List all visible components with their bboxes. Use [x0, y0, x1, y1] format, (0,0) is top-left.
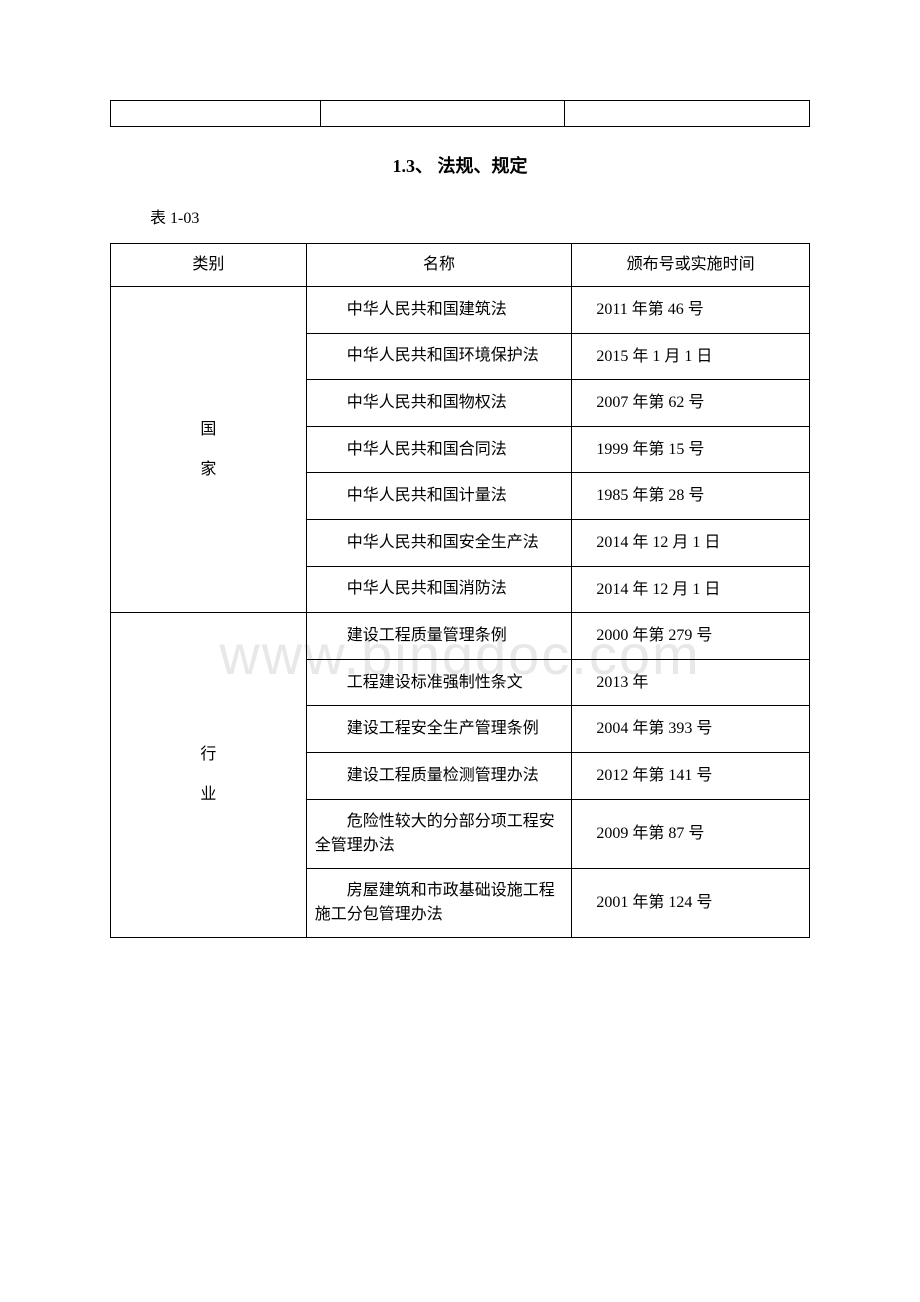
date-cell: 2004 年第 393 号 — [572, 706, 810, 753]
section-title: 1.3、 法规、规定 — [110, 152, 810, 181]
name-cell: 建设工程安全生产管理条例 — [306, 706, 572, 753]
date-cell: 2007 年第 62 号 — [572, 380, 810, 427]
name-cell: 中华人民共和国物权法 — [306, 380, 572, 427]
date-cell: 1985 年第 28 号 — [572, 473, 810, 520]
date-cell: 2009 年第 87 号 — [572, 799, 810, 868]
section-number: 1.3、 — [393, 156, 434, 176]
table-row: 国家中华人民共和国建筑法2011 年第 46 号 — [111, 286, 810, 333]
name-cell: 建设工程质量管理条例 — [306, 613, 572, 660]
header-name: 名称 — [306, 244, 572, 287]
date-cell: 2011 年第 46 号 — [572, 286, 810, 333]
date-cell: 2001 年第 124 号 — [572, 868, 810, 937]
name-cell: 中华人民共和国消防法 — [306, 566, 572, 613]
date-cell: 2014 年 12 月 1 日 — [572, 519, 810, 566]
table-label: 表 1-03 — [110, 206, 810, 232]
date-cell: 2000 年第 279 号 — [572, 613, 810, 660]
name-cell: 中华人民共和国安全生产法 — [306, 519, 572, 566]
date-cell: 2013 年 — [572, 659, 810, 706]
name-cell: 建设工程质量检测管理办法 — [306, 752, 572, 799]
date-cell: 2014 年 12 月 1 日 — [572, 566, 810, 613]
name-cell: 中华人民共和国环境保护法 — [306, 333, 572, 380]
name-cell: 工程建设标准强制性条文 — [306, 659, 572, 706]
regulations-table: 类别 名称 颁布号或实施时间 国家中华人民共和国建筑法2011 年第 46 号中… — [110, 243, 810, 937]
header-category: 类别 — [111, 244, 307, 287]
empty-cell — [320, 101, 565, 127]
date-cell: 1999 年第 15 号 — [572, 426, 810, 473]
category-cell: 国家 — [111, 286, 307, 612]
category-cell: 行业 — [111, 613, 307, 937]
name-cell: 中华人民共和国计量法 — [306, 473, 572, 520]
name-cell: 中华人民共和国建筑法 — [306, 286, 572, 333]
name-cell: 中华人民共和国合同法 — [306, 426, 572, 473]
name-cell: 房屋建筑和市政基础设施工程施工分包管理办法 — [306, 868, 572, 937]
table-header-row: 类别 名称 颁布号或实施时间 — [111, 244, 810, 287]
name-cell: 危险性较大的分部分项工程安全管理办法 — [306, 799, 572, 868]
header-date: 颁布号或实施时间 — [572, 244, 810, 287]
table-row: 行业建设工程质量管理条例2000 年第 279 号 — [111, 613, 810, 660]
empty-cell — [111, 101, 321, 127]
section-heading: 法规、规定 — [438, 156, 528, 176]
empty-cell — [565, 101, 810, 127]
date-cell: 2012 年第 141 号 — [572, 752, 810, 799]
date-cell: 2015 年 1 月 1 日 — [572, 333, 810, 380]
empty-header-table — [110, 100, 810, 127]
